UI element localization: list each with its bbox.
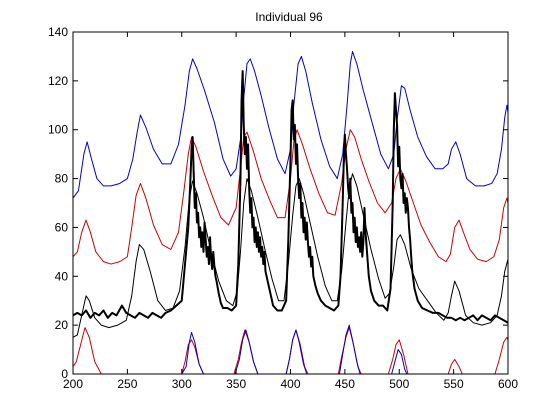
series-line-4 xyxy=(181,324,408,374)
chart-title: Individual 96 xyxy=(255,10,323,24)
x-tick-label: 200 xyxy=(63,377,83,391)
x-tick-label: 400 xyxy=(280,377,300,391)
y-tick-label: 60 xyxy=(55,220,69,234)
x-tick-label: 300 xyxy=(172,377,192,391)
series-layer xyxy=(73,51,508,374)
plot-area xyxy=(73,32,508,374)
x-tick-label: 450 xyxy=(335,377,355,391)
x-tick-label: 250 xyxy=(117,377,137,391)
y-tick-label: 120 xyxy=(48,74,68,88)
tick-layer: 200 250 300 350 400 450 500 550 600 0 20 40 60 80 100 1… xyxy=(48,25,518,391)
y-tick-label: 100 xyxy=(48,123,68,137)
series-line-3 xyxy=(73,327,508,374)
x-tick-label: 550 xyxy=(444,377,464,391)
y-tick-label: 80 xyxy=(55,172,69,186)
y-tick-label: 40 xyxy=(55,269,69,283)
plot-frame xyxy=(72,31,509,375)
x-tick-label: 350 xyxy=(226,377,246,391)
y-tick-label: 0 xyxy=(61,367,68,381)
x-tick-label: 500 xyxy=(389,377,409,391)
x-tick-label: 600 xyxy=(498,377,518,391)
series-line-2 xyxy=(73,129,508,265)
y-tick-label: 20 xyxy=(55,318,69,332)
series-line-1 xyxy=(73,51,508,199)
y-tick-label: 140 xyxy=(48,25,68,39)
series-line-6 xyxy=(73,70,508,324)
